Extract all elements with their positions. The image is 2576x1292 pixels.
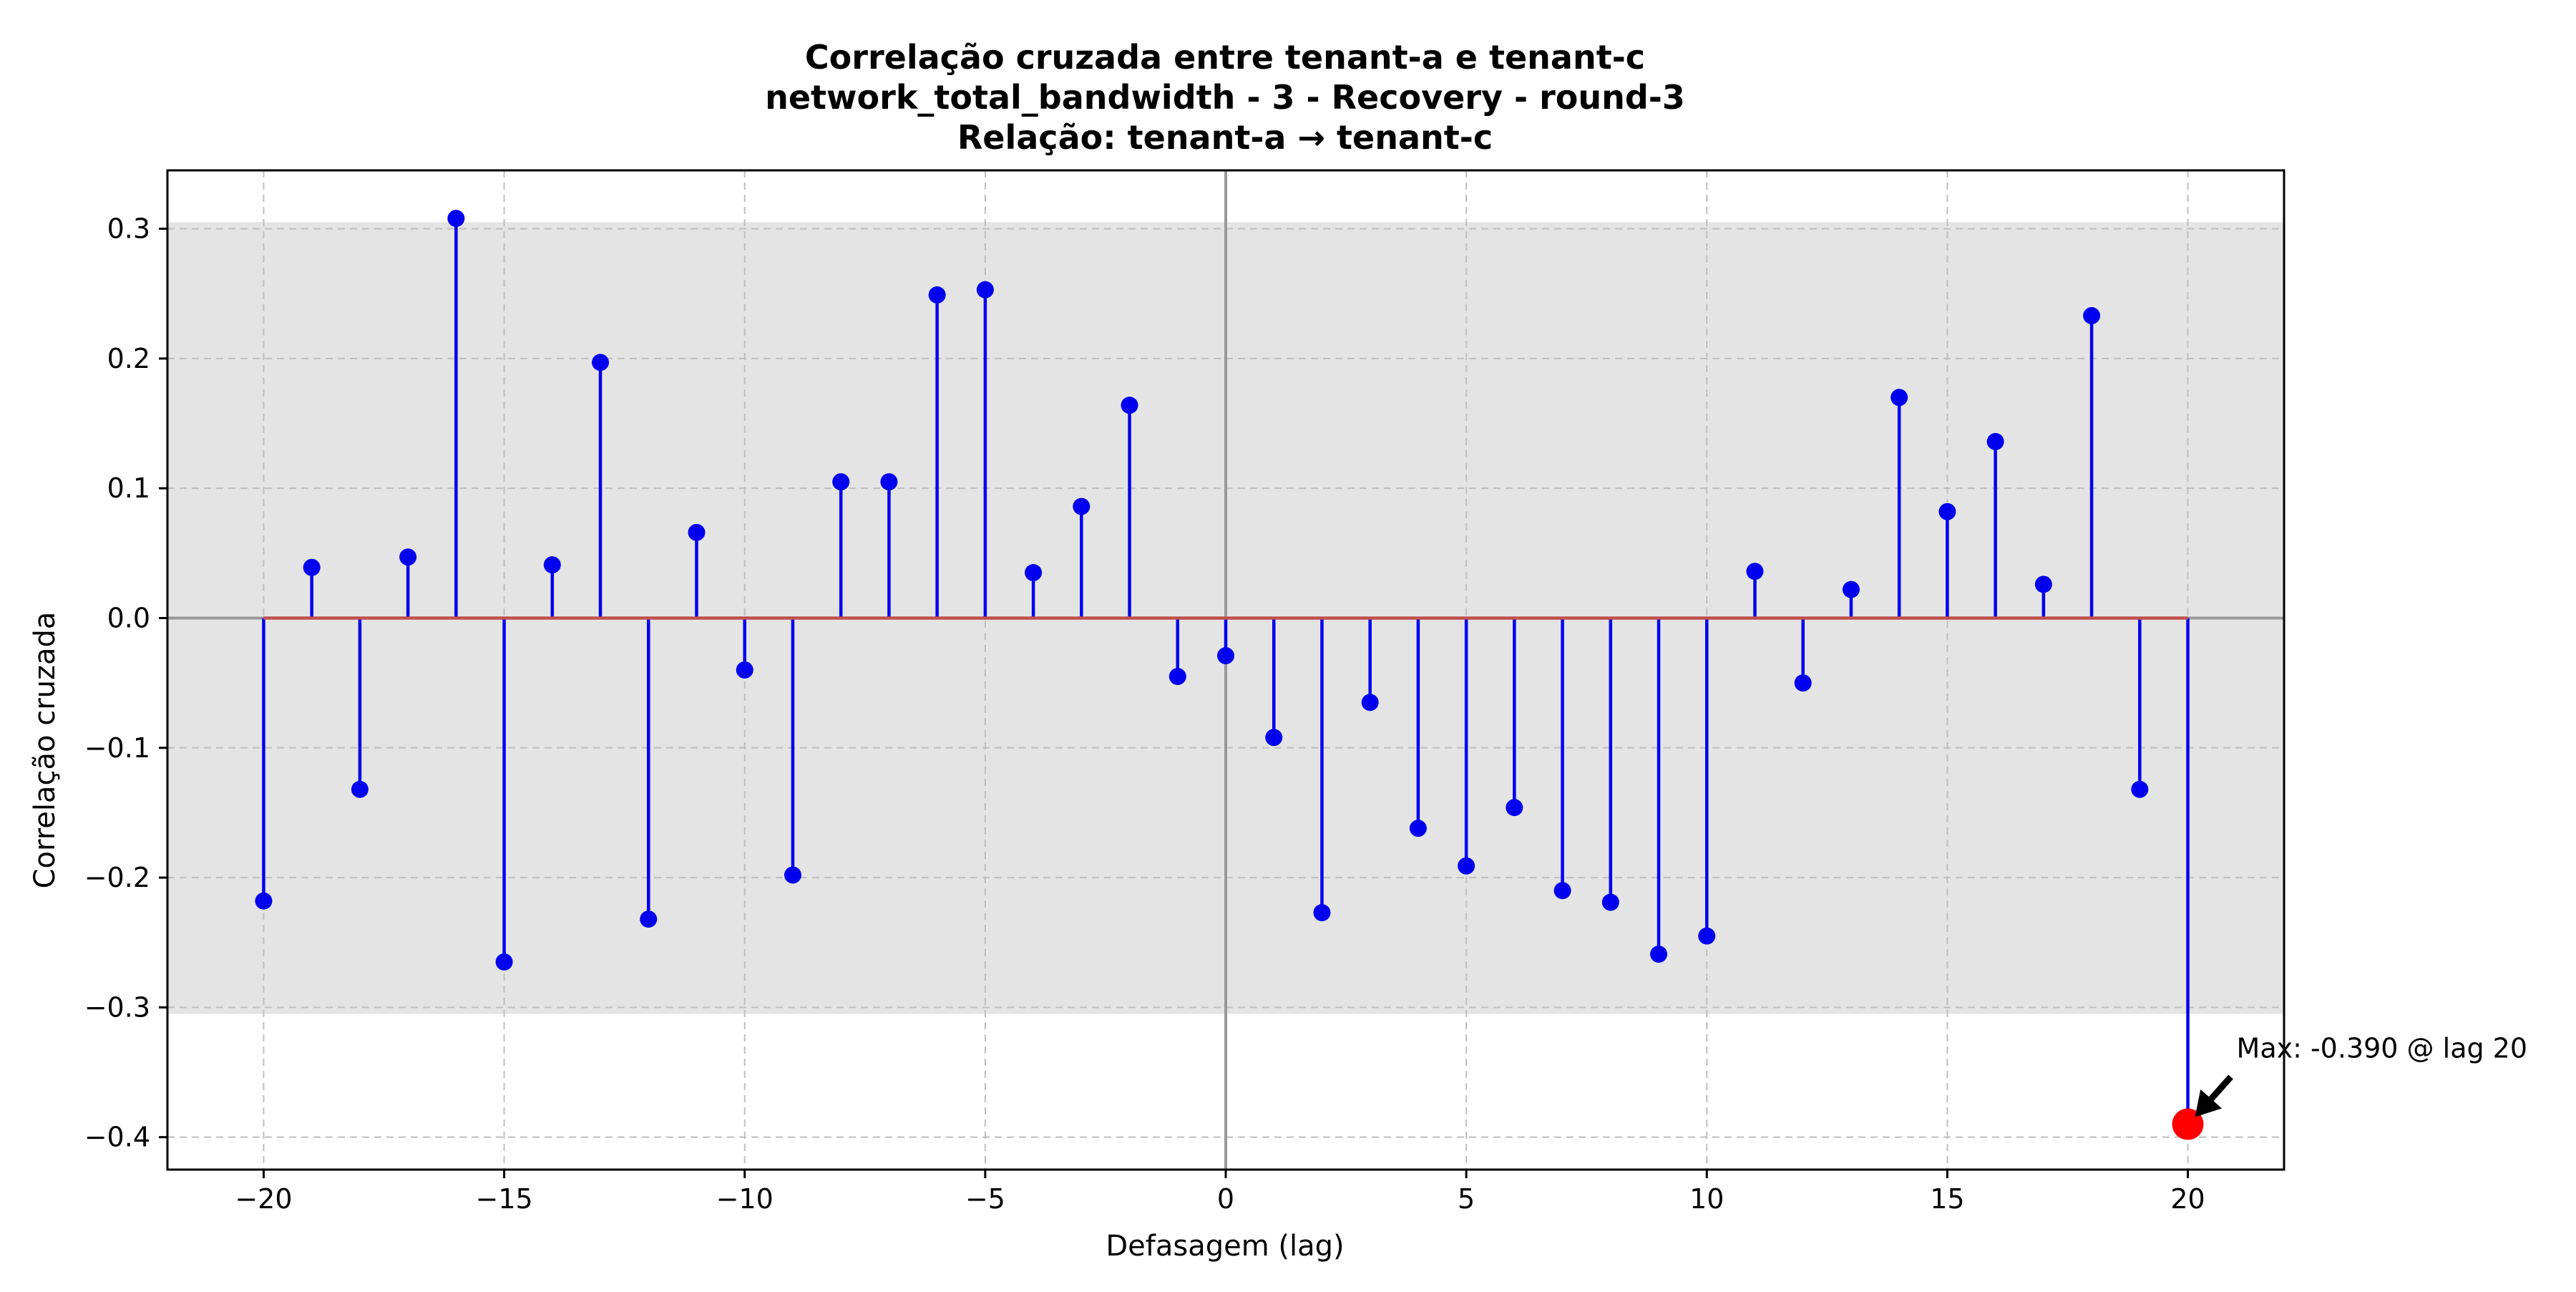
stem-marker [784,866,801,884]
stem-marker [1553,882,1571,900]
stem-marker [1986,432,2004,450]
stem-marker [1938,502,1956,520]
stem-marker [928,286,946,304]
y-tick-label: 0.2 [107,343,150,374]
stem-marker [1121,397,1138,414]
stem-marker [1842,581,1860,598]
stem-marker [1746,563,1764,581]
stem-marker [1217,647,1234,665]
x-tick-label: −5 [965,1183,1005,1215]
plot-area: Max: -0.390 @ lag 20 −20 −15 −10 −5 0 5 10 15 20 −… [84,169,2528,1215]
stem-marker [399,548,417,566]
stem-marker [2083,307,2101,325]
max-annotation-label: Max: -0.390 @ lag 20 [2237,1033,2528,1064]
stem-marker [1601,893,1619,911]
stem-marker [495,953,513,971]
x-tick-label: 5 [1458,1183,1475,1215]
y-tick-label: −0.4 [84,1122,150,1153]
annotation-arrow-shaft [2208,1074,2233,1102]
stem-marker [543,556,561,574]
stem-marker [976,281,994,298]
chart-title-line-3: Relação: tenant-a → tenant-c [957,118,1493,157]
stem-marker [1890,389,1908,407]
x-tick-label: 10 [1689,1183,1724,1215]
stem-marker [880,473,898,491]
stem-marker [2131,780,2149,798]
stem-marker [1506,799,1523,817]
y-tick-label: −0.1 [84,732,150,764]
stem-marker [1073,497,1091,515]
chart-title: Correlação cruzada entre tenant-a e tena… [765,38,1685,157]
x-tick-label: 15 [1930,1183,1964,1215]
stem-marker [592,354,610,371]
stem-marker [1409,820,1427,837]
stem-marker [1794,674,1812,692]
chart-title-line-2: network_total_bandwidth - 3 - Recovery -… [765,78,1685,117]
stem-marker [688,523,706,541]
x-tick-label: −15 [475,1183,532,1215]
annotation-arrow-head [2195,1089,2223,1117]
stem-marker [1025,564,1043,582]
y-axis-label: Correlação cruzada [29,612,62,889]
x-axis-label: Defasagem (lag) [1106,1230,1344,1263]
stem-marker [1265,729,1283,747]
stem-marker [1313,904,1331,922]
stem-marker [303,558,321,576]
y-tick-label: 0.3 [107,213,150,245]
x-tick-label: 20 [2170,1183,2205,1215]
stem-marker [736,661,753,679]
x-tick-label: −10 [716,1183,774,1215]
stem-marker [832,473,850,491]
stem-marker [1169,668,1186,686]
x-tick-label: −20 [235,1183,292,1215]
stem-marker [2034,575,2052,593]
y-tick-label: 0.1 [107,472,150,504]
stem-marker [1361,694,1379,711]
stem-marker [1698,927,1716,945]
stem-marker [255,892,273,910]
stem-marker [447,210,465,228]
chart-title-line-1: Correlação cruzada entre tenant-a e tena… [805,38,1645,77]
stem-marker [1458,857,1475,875]
y-tick-label: −0.2 [84,862,150,893]
y-tick-label: −0.3 [84,991,150,1023]
stem-marker [351,780,369,798]
y-tick-label: 0.0 [107,602,150,633]
stem-marker [1650,946,1668,963]
x-tick-label: 0 [1217,1183,1234,1215]
stem-marker [640,910,658,928]
